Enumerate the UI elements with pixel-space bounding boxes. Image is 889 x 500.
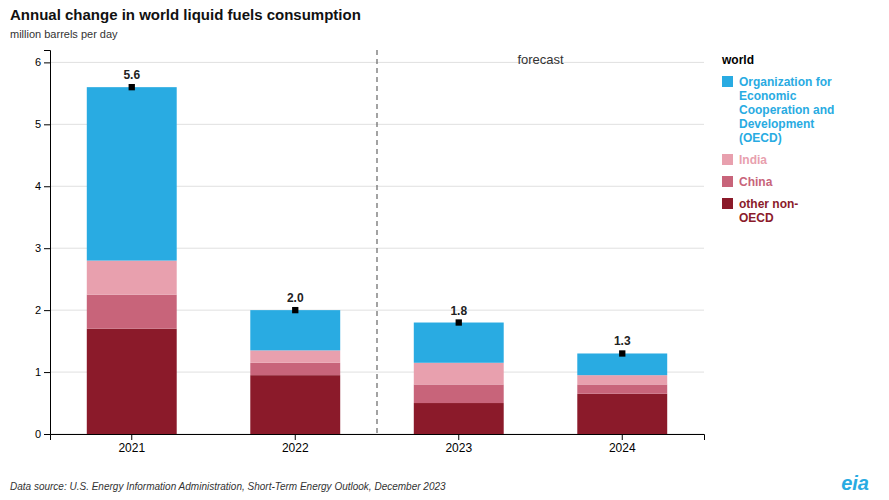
x-tick: 2021 xyxy=(118,434,145,455)
legend-item: world xyxy=(721,53,754,67)
legend-swatch xyxy=(722,154,733,165)
bar xyxy=(577,394,667,434)
legend-item: other non-OECD xyxy=(722,197,798,225)
y-tick: 3 xyxy=(35,242,50,254)
y-tick: 6 xyxy=(35,56,50,68)
y-tick-mark xyxy=(44,434,50,435)
legend-label: India xyxy=(739,153,767,167)
plot: 0 1 2 3 4 5 6 2021 2022 2023 2024 5.6 2.0 1.8 1.3 forec… xyxy=(35,50,705,455)
x-tick: 2023 xyxy=(445,434,472,455)
y-tick-label: 2 xyxy=(35,304,41,316)
legend-label: world xyxy=(721,53,754,67)
point xyxy=(456,319,462,325)
x-tick-mark xyxy=(295,434,296,440)
y-tick-label: 4 xyxy=(35,180,41,192)
legend-label: China xyxy=(739,175,773,189)
y-tick-mark xyxy=(44,248,50,249)
bar xyxy=(250,375,340,434)
forecast-line xyxy=(376,50,377,434)
x-tick-mark xyxy=(131,434,132,440)
x-tick: 2024 xyxy=(609,434,636,455)
y-axis-line xyxy=(44,51,51,435)
bar xyxy=(577,353,667,375)
x-tick-label: 2023 xyxy=(445,441,472,455)
y-tick-mark xyxy=(44,124,50,125)
x-axis: 2021 2022 2023 2024 xyxy=(51,434,705,455)
chart: 0 1 2 3 4 5 6 2021 2022 2023 2024 5.6 2.0 1.8 1.3 forec… xyxy=(0,0,889,500)
legend-swatch xyxy=(722,176,733,187)
point xyxy=(619,350,625,356)
y-tick-label: 5 xyxy=(35,118,41,130)
y-axis-title: million barrels per day xyxy=(10,28,118,40)
bar xyxy=(250,363,340,375)
bar xyxy=(577,384,667,393)
bar xyxy=(87,295,177,329)
legend-swatch xyxy=(722,76,733,87)
y-tick: 4 xyxy=(35,180,50,192)
x-tick-mark xyxy=(622,434,623,440)
bar xyxy=(577,375,667,384)
legend-item: Organization forEconomicCooperation andD… xyxy=(722,75,834,145)
x-tick: 2022 xyxy=(282,434,309,455)
y-tick: 2 xyxy=(35,304,50,316)
y-tick-mark xyxy=(44,186,50,187)
y-tick: 1 xyxy=(35,366,50,378)
y-tick-label: 1 xyxy=(35,366,41,378)
legend-label: Organization forEconomicCooperation andD… xyxy=(739,75,834,145)
bar xyxy=(87,87,177,260)
annotation: forecast xyxy=(517,52,564,67)
y-tick-mark xyxy=(44,372,50,373)
y-tick: 0 xyxy=(35,428,50,440)
bar xyxy=(250,350,340,362)
bar xyxy=(250,310,340,350)
y-tick-mark xyxy=(44,62,50,63)
x-tick-label: 2021 xyxy=(118,441,145,455)
title: Annual change in world liquid fuels cons… xyxy=(10,6,361,23)
y-tick-label: 0 xyxy=(35,428,41,440)
data-label: 5.6 xyxy=(123,68,140,82)
data-label: 1.3 xyxy=(614,334,631,348)
y-tick-label: 6 xyxy=(35,56,41,68)
legend-label: other non-OECD xyxy=(739,197,798,225)
data-label: 1.8 xyxy=(450,304,467,318)
data-label: 2.0 xyxy=(287,291,304,305)
y-axis: 0 1 2 3 4 5 6 xyxy=(35,51,51,441)
bar-series xyxy=(87,329,667,434)
legend-item: China xyxy=(722,175,773,189)
legend-item: India xyxy=(722,153,767,167)
x-tick-mark xyxy=(458,434,459,440)
source: Data source: U.S. Energy Information Adm… xyxy=(10,481,446,492)
legend: world Organization forEconomicCooperation… xyxy=(721,53,834,225)
point xyxy=(292,307,298,313)
logo: eia xyxy=(841,472,869,494)
bar xyxy=(414,323,504,363)
x-tick-label: 2022 xyxy=(282,441,309,455)
bar xyxy=(87,329,177,434)
legend-swatch xyxy=(722,198,733,209)
bar xyxy=(414,403,504,434)
bar xyxy=(414,384,504,403)
x-axis-line xyxy=(51,435,705,441)
bar xyxy=(414,363,504,385)
y-tick: 5 xyxy=(35,118,50,130)
bar xyxy=(87,261,177,295)
y-tick-mark xyxy=(44,310,50,311)
x-tick-label: 2024 xyxy=(609,441,636,455)
point xyxy=(129,84,135,90)
y-tick-label: 3 xyxy=(35,242,41,254)
